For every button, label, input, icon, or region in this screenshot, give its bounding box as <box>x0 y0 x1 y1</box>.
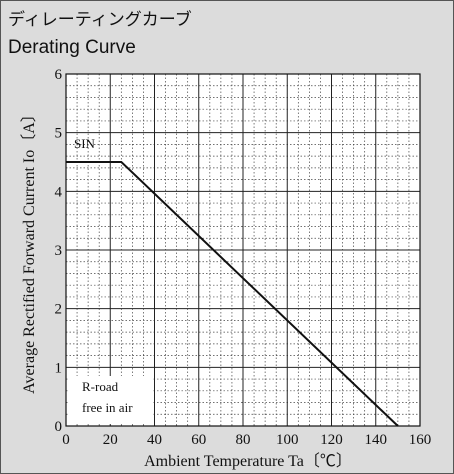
x-tick-label: 40 <box>147 432 162 448</box>
annotation-r-road: R-road <box>82 379 119 394</box>
x-tick-label: 120 <box>320 432 343 448</box>
y-tick-label: 2 <box>55 302 63 318</box>
y-tick-label: 0 <box>55 419 63 435</box>
x-tick-label: 100 <box>276 432 299 448</box>
series-label-sin: SIN <box>74 136 96 151</box>
y-axis-label: Average Rectified Forward Current Io〔A〕 <box>20 106 38 394</box>
y-tick-label: 3 <box>55 243 63 259</box>
annotation-free-in-air: free in air <box>82 400 133 415</box>
chart-title-japanese: ディレーティングカーブ <box>8 10 192 30</box>
plot-frame <box>65 73 421 427</box>
x-tick-label: 140 <box>365 432 388 448</box>
major-grid <box>66 74 420 426</box>
series-line-sin <box>66 161 399 427</box>
series-lines <box>66 161 399 427</box>
chart-title-english: Derating Curve <box>8 37 136 58</box>
x-tick-label: 60 <box>191 432 206 448</box>
y-tick-label: 4 <box>55 184 63 200</box>
x-tick-label: 80 <box>236 432 251 448</box>
x-tick-label: 20 <box>103 432 118 448</box>
x-tick-label: 160 <box>409 432 432 448</box>
x-axis-label: Ambient Temperature Ta〔℃〕 <box>144 452 352 470</box>
y-tick-labels: 0 1 2 3 4 5 6 <box>55 67 63 435</box>
x-tick-label: 0 <box>62 432 70 448</box>
y-tick-label: 5 <box>55 126 63 142</box>
annotation-box <box>68 376 152 424</box>
x-tick-labels: 0 20 40 60 80 100 120 140 160 <box>62 432 431 448</box>
y-tick-label: 6 <box>55 67 63 83</box>
y-tick-label: 1 <box>55 360 63 376</box>
